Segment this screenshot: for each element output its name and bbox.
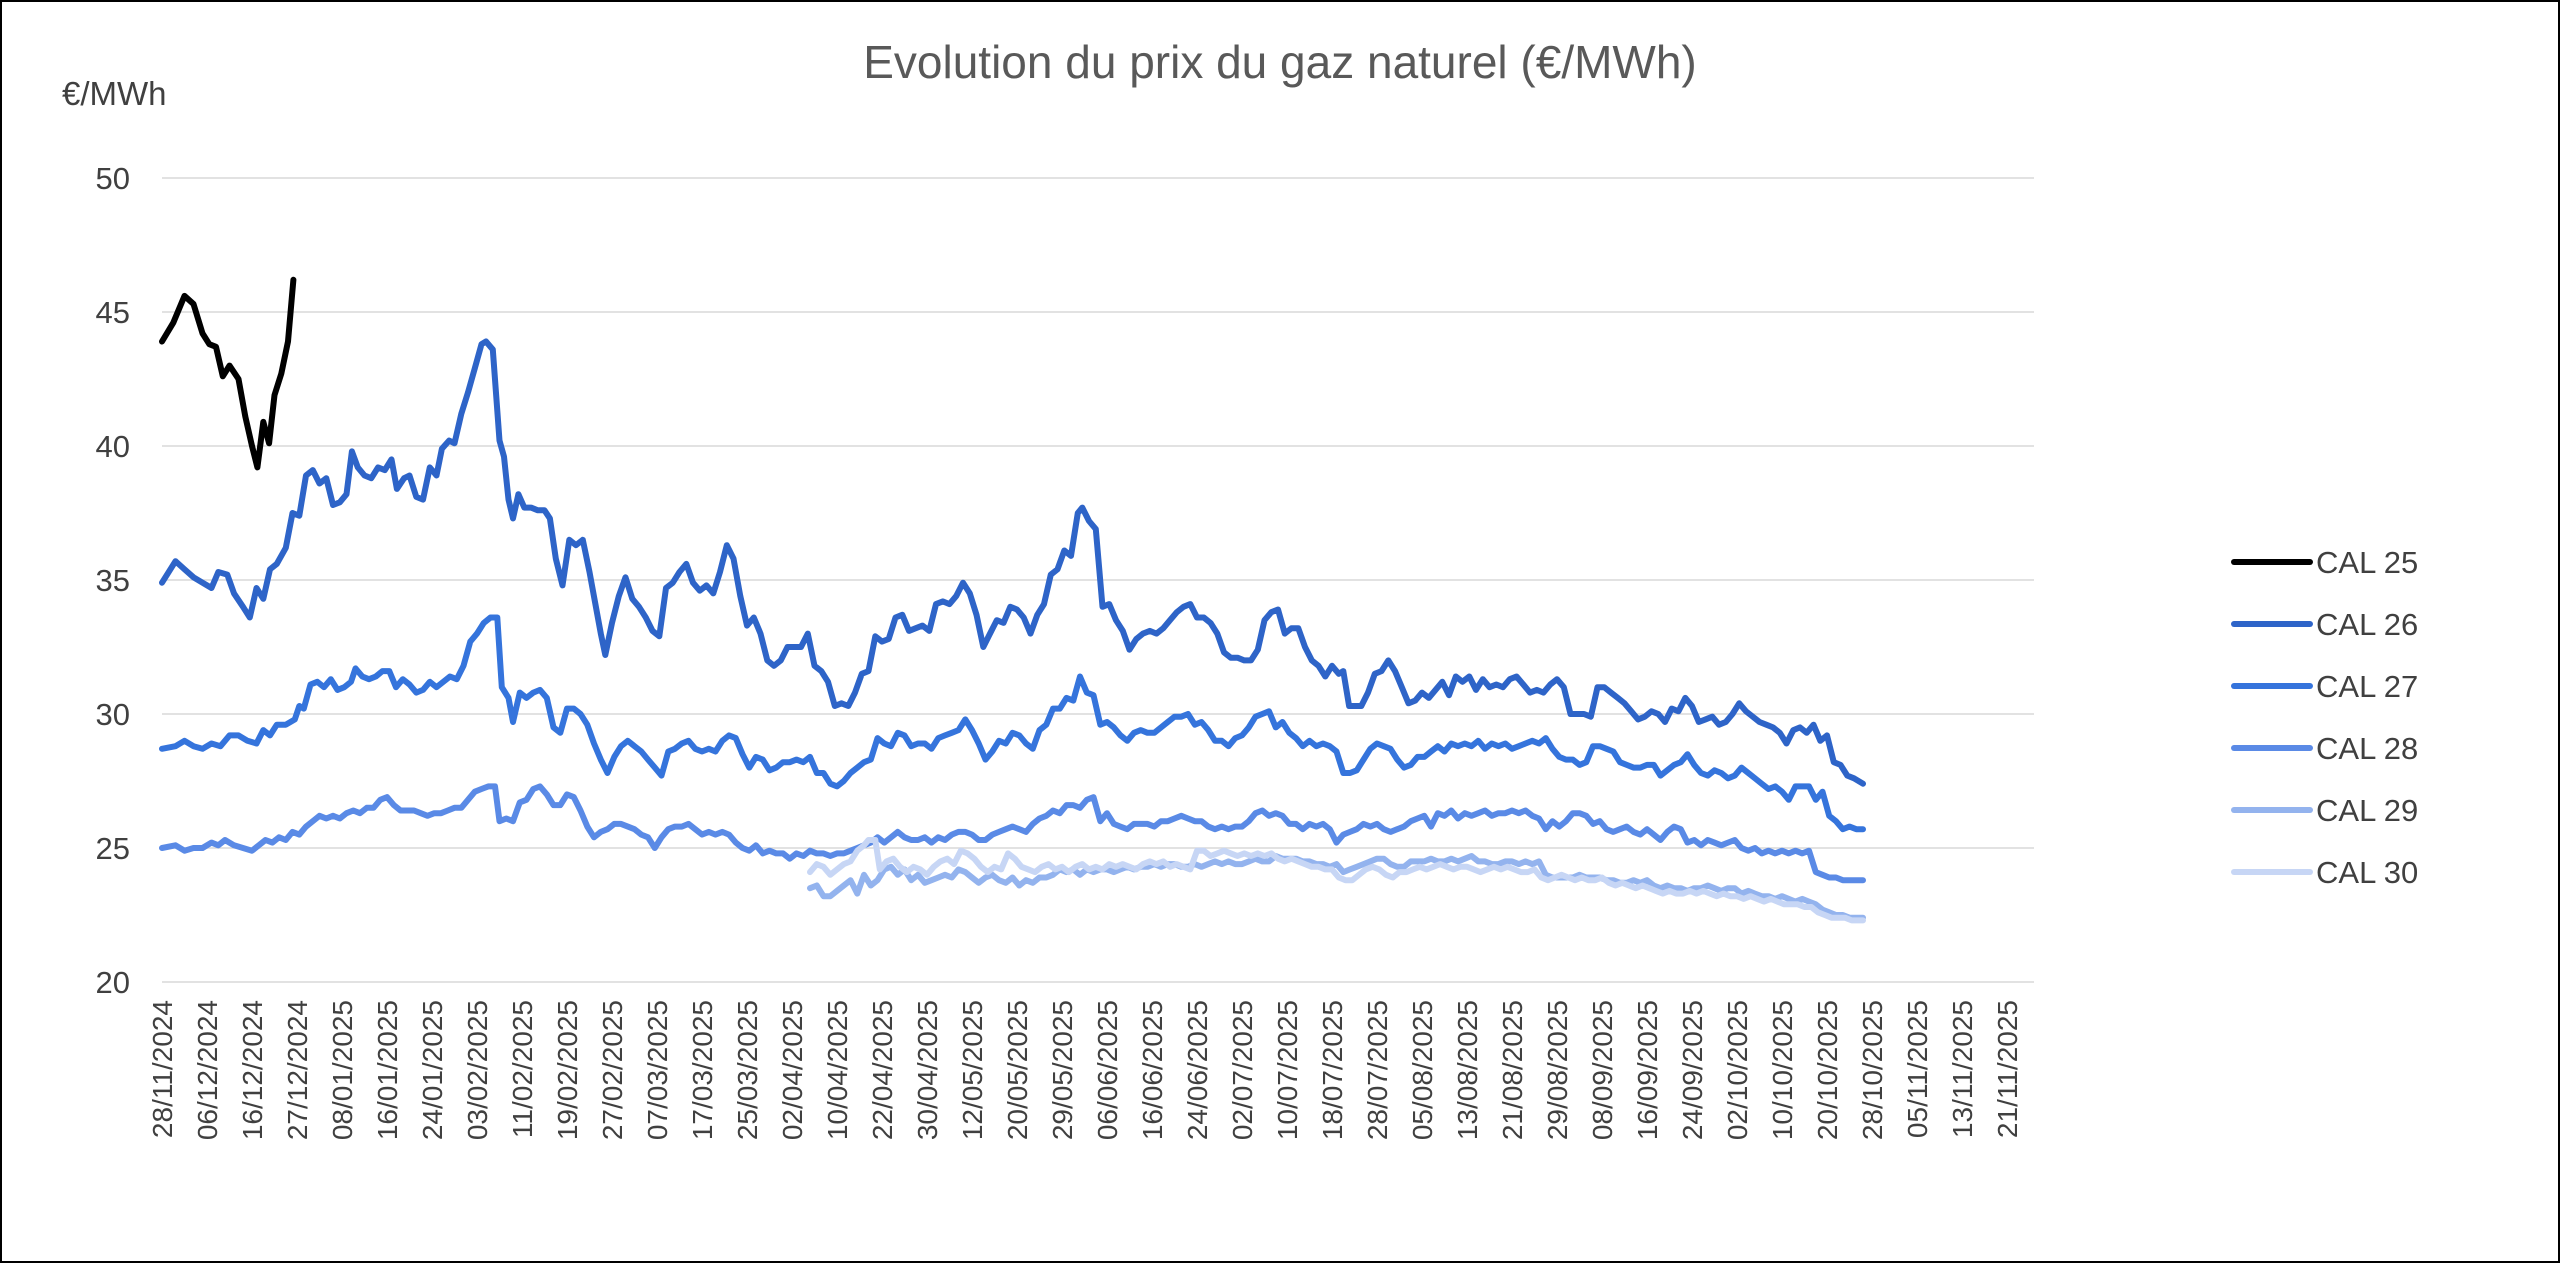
legend-label-cal-28: CAL 28	[2316, 731, 2418, 766]
x-tick-label-19: 20/05/2025	[1002, 1000, 1033, 1140]
x-tick-label-10: 27/02/2025	[597, 1000, 628, 1140]
x-tick-label-12: 17/03/2025	[687, 1000, 718, 1140]
x-tick-label-30: 21/08/2025	[1497, 1000, 1528, 1140]
x-tick-label-36: 10/10/2025	[1767, 1000, 1798, 1140]
x-tick-label-0: 28/11/2024	[147, 1000, 178, 1138]
series-line-cal-27	[159, 614, 1866, 833]
x-tick-label-26: 18/07/2025	[1317, 1000, 1348, 1140]
legend-label-cal-25: CAL 25	[2316, 545, 2418, 580]
x-tick-label-27: 28/07/2025	[1362, 1000, 1393, 1140]
x-tick-label-17: 30/04/2025	[912, 1000, 943, 1140]
series-lines	[159, 276, 1866, 924]
x-tick-label-34: 24/09/2025	[1677, 1000, 1708, 1140]
x-tick-label-6: 24/01/2025	[417, 1000, 448, 1140]
legend-label-cal-27: CAL 27	[2316, 669, 2418, 704]
x-tick-label-9: 19/02/2025	[552, 1000, 583, 1140]
legend-label-cal-30: CAL 30	[2316, 855, 2418, 890]
series-line-cal-30	[807, 837, 1866, 924]
x-tick-label-20: 29/05/2025	[1047, 1000, 1078, 1140]
x-tick-label-13: 25/03/2025	[732, 1000, 763, 1140]
y-tick-label-35: 35	[96, 563, 130, 598]
x-tick-label-35: 02/10/2025	[1722, 1000, 1753, 1140]
x-tick-label-5: 16/01/2025	[372, 1000, 403, 1140]
x-tick-label-24: 02/07/2025	[1227, 1000, 1258, 1140]
x-tick-label-16: 22/04/2025	[867, 1000, 898, 1140]
y-tick-label-40: 40	[96, 429, 130, 464]
x-tick-label-7: 03/02/2025	[462, 1000, 493, 1140]
x-tick-label-22: 16/06/2025	[1137, 1000, 1168, 1140]
x-tick-label-39: 05/11/2025	[1902, 1000, 1933, 1138]
y-axis-unit-label: €/MWh	[62, 75, 167, 112]
x-axis-ticks: 28/11/2024 06/12/2024 16/12/2024 27/12/2024…	[147, 1000, 2023, 1140]
x-tick-label-4: 08/01/2025	[327, 1000, 358, 1140]
series-line-cal-28	[159, 783, 1866, 884]
y-tick-label-25: 25	[96, 831, 130, 866]
x-tick-label-21: 06/06/2025	[1092, 1000, 1123, 1140]
y-tick-label-30: 30	[96, 697, 130, 732]
x-tick-label-38: 28/10/2025	[1857, 1000, 1888, 1140]
x-tick-label-2: 16/12/2024	[237, 1000, 268, 1140]
x-tick-label-25: 10/07/2025	[1272, 1000, 1303, 1140]
x-tick-label-23: 24/06/2025	[1182, 1000, 1213, 1140]
x-tick-label-41: 21/11/2025	[1992, 1000, 2023, 1138]
x-tick-label-32: 08/09/2025	[1587, 1000, 1618, 1140]
x-tick-label-11: 07/03/2025	[642, 1000, 673, 1140]
x-tick-label-14: 02/04/2025	[777, 1000, 808, 1140]
x-tick-label-40: 13/11/2025	[1947, 1000, 1978, 1138]
legend-label-cal-26: CAL 26	[2316, 607, 2418, 642]
y-tick-label-45: 45	[96, 295, 130, 330]
y-tick-label-50: 50	[96, 161, 130, 196]
chart-title: Evolution du prix du gaz naturel (€/MWh)	[863, 36, 1697, 88]
legend: CAL 25 CAL 26 CAL 27 CAL 28 CAL 29 CAL 30	[2231, 545, 2418, 890]
x-tick-label-31: 29/08/2025	[1542, 1000, 1573, 1140]
x-tick-label-33: 16/09/2025	[1632, 1000, 1663, 1140]
y-tick-label-20: 20	[96, 965, 130, 1000]
x-tick-label-37: 20/10/2025	[1812, 1000, 1843, 1140]
series-line-cal-29	[807, 853, 1866, 921]
x-tick-label-3: 27/12/2024	[282, 1000, 313, 1140]
x-tick-label-8: 11/02/2025	[507, 1000, 538, 1138]
legend-label-cal-29: CAL 29	[2316, 793, 2418, 828]
x-tick-label-18: 12/05/2025	[957, 1000, 988, 1140]
x-tick-label-28: 05/08/2025	[1407, 1000, 1438, 1140]
x-tick-label-1: 06/12/2024	[192, 1000, 223, 1140]
x-tick-label-29: 13/08/2025	[1452, 1000, 1483, 1140]
series-line-cal-25	[159, 276, 297, 471]
y-axis-ticks: 20 25 30 35 40 45 50	[96, 161, 130, 1000]
x-tick-label-15: 10/04/2025	[822, 1000, 853, 1140]
series-line-cal-26	[159, 338, 1866, 787]
